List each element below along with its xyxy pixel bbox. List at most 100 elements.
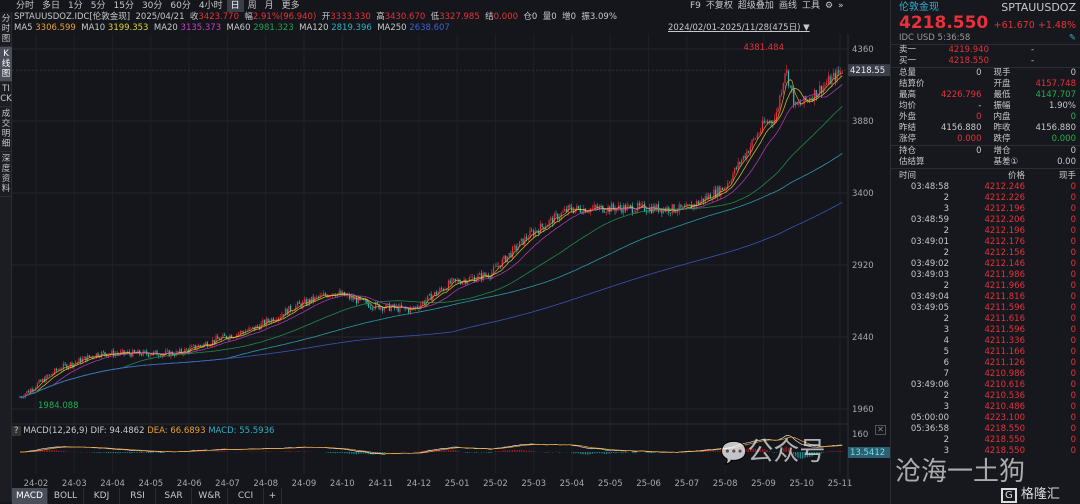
edit-icon[interactable]: ✎ bbox=[1068, 33, 1076, 43]
stat-label: 内盘 bbox=[993, 112, 1011, 122]
stat-cell: 总量 0 bbox=[891, 68, 986, 79]
tab-depth[interactable]: 深度资料 bbox=[0, 152, 12, 197]
tick-time: 2 bbox=[943, 435, 949, 445]
candle bbox=[642, 203, 644, 205]
period-tab[interactable]: 60分 bbox=[170, 1, 191, 11]
period-tab[interactable]: 5分 bbox=[90, 1, 106, 11]
stat-value: 0 bbox=[976, 112, 982, 122]
candle bbox=[486, 275, 488, 276]
period-tab[interactable]: 月 bbox=[264, 1, 274, 11]
close-value: 3423.770 bbox=[198, 12, 239, 22]
last-price: 4218.550 bbox=[899, 13, 989, 33]
stat-label: 现手 bbox=[993, 68, 1011, 78]
candle bbox=[45, 375, 47, 383]
candle bbox=[562, 211, 564, 213]
candle bbox=[513, 245, 515, 247]
tab-sar[interactable]: SAR bbox=[156, 488, 192, 504]
period-tab[interactable]: 30分 bbox=[141, 1, 163, 11]
x-tick-label: 25-01 bbox=[445, 479, 470, 488]
watermark-text: 公众号 bbox=[747, 438, 826, 467]
candle bbox=[539, 223, 542, 234]
candle bbox=[460, 282, 462, 285]
tick-list[interactable]: 03:48:58 4212.246 0 2 4212.226 0 3 4212.196 0 03:… bbox=[891, 182, 1080, 457]
stat-cell: 内盘 0 bbox=[986, 112, 1080, 123]
candle bbox=[595, 205, 597, 207]
tick-volume: 0 bbox=[1070, 424, 1076, 434]
candle bbox=[187, 349, 189, 353]
ma-label: MA10 bbox=[81, 23, 106, 33]
candle bbox=[303, 299, 306, 302]
period-tab-daily[interactable]: 日 bbox=[226, 0, 244, 12]
candle bbox=[747, 151, 750, 153]
date-range-select[interactable]: 2024/02/01-2025/11/28(475日) ▼ bbox=[668, 23, 810, 33]
help-icon[interactable]: ? bbox=[12, 426, 21, 436]
tools-button[interactable]: 工具 bbox=[801, 1, 820, 11]
tick-volume: 0 bbox=[1070, 270, 1076, 280]
candle bbox=[283, 314, 285, 316]
candle bbox=[381, 307, 384, 311]
tab-cci[interactable]: CCI bbox=[228, 488, 264, 504]
overlay-button[interactable]: 超级叠加 bbox=[737, 1, 774, 11]
candle bbox=[558, 217, 561, 220]
tick-price: 4212.196 bbox=[984, 226, 1025, 236]
candle bbox=[78, 358, 80, 362]
candle bbox=[409, 308, 411, 313]
close-icon[interactable]: ✕ bbox=[875, 425, 886, 435]
tick-time: 03:49:01 bbox=[910, 237, 949, 247]
tab-timeshare[interactable]: 分时图 bbox=[0, 12, 12, 47]
gear-icon[interactable]: ⚙ bbox=[824, 1, 834, 11]
candle bbox=[354, 297, 356, 300]
ask-label: 卖一 bbox=[899, 45, 917, 55]
x-tick-label: 25-02 bbox=[483, 479, 508, 488]
period-tab[interactable]: 4小时 bbox=[198, 1, 223, 11]
no-adjust-button[interactable]: 不复权 bbox=[705, 1, 733, 11]
candle bbox=[366, 300, 368, 304]
stat-cell: 增仓 0 bbox=[986, 146, 1080, 157]
tab-boll[interactable]: BOLL bbox=[48, 488, 84, 504]
candle bbox=[819, 85, 821, 94]
period-tab[interactable]: 分时 bbox=[16, 1, 35, 11]
candle bbox=[24, 393, 26, 398]
tick-row: 2 4211.966 0 bbox=[891, 281, 1080, 292]
candle bbox=[111, 350, 113, 354]
f9-button[interactable]: F9 bbox=[690, 1, 701, 11]
kline-chart[interactable]: 1960 2440 2920 3400 3880 4360 24-02 24-03 24-04 2… bbox=[12, 34, 890, 488]
candle bbox=[591, 207, 594, 209]
bar-info: SPTAUUSDOZ.IDC[伦敦金现] 2025/04/21 收3423.77… bbox=[14, 12, 617, 22]
tick-volume: 0 bbox=[1070, 369, 1076, 379]
candle bbox=[385, 304, 387, 309]
add-indicator-button[interactable]: + bbox=[264, 488, 282, 504]
tab-macd[interactable]: MACD bbox=[12, 488, 48, 504]
candle bbox=[458, 280, 460, 283]
candle bbox=[55, 368, 58, 371]
candle bbox=[447, 280, 450, 290]
stat-label: 基差① bbox=[993, 157, 1019, 167]
candle bbox=[555, 213, 557, 215]
tab-tick[interactable]: TICK bbox=[0, 82, 12, 107]
label: 收 bbox=[189, 12, 199, 22]
period-tab[interactable]: 多日 bbox=[42, 1, 61, 11]
candle bbox=[598, 206, 601, 209]
expand-icon[interactable]: » bbox=[838, 1, 844, 11]
candle bbox=[543, 226, 545, 230]
stat-cell: 均价 - bbox=[891, 101, 986, 112]
period-tab[interactable]: 1分 bbox=[68, 1, 83, 11]
tab-rsi[interactable]: RSI bbox=[120, 488, 156, 504]
author-watermark: 沧海一土狗 bbox=[895, 457, 1026, 487]
tab-kline[interactable]: K线图 bbox=[0, 47, 12, 82]
tick-time: 03:49:03 bbox=[910, 270, 949, 280]
draw-line-button[interactable]: 画线 bbox=[778, 1, 797, 11]
tab-wr[interactable]: W&R bbox=[192, 488, 228, 504]
period-tab[interactable]: 更多 bbox=[281, 1, 300, 11]
stat-cell: 跌停 0.000 bbox=[986, 134, 1080, 145]
tab-kdj[interactable]: KDJ bbox=[84, 488, 120, 504]
candle bbox=[461, 281, 463, 285]
period-tab[interactable]: 15分 bbox=[113, 1, 134, 11]
candle bbox=[427, 295, 429, 301]
candle bbox=[421, 301, 424, 305]
candle bbox=[635, 210, 637, 213]
tab-trades[interactable]: 成交明细 bbox=[0, 107, 12, 152]
quote-stats-2: 持仓 0 增仓 0 估结算 基差① 0.00 bbox=[891, 146, 1080, 169]
candle bbox=[380, 307, 382, 310]
period-tab[interactable]: 周 bbox=[247, 1, 257, 11]
